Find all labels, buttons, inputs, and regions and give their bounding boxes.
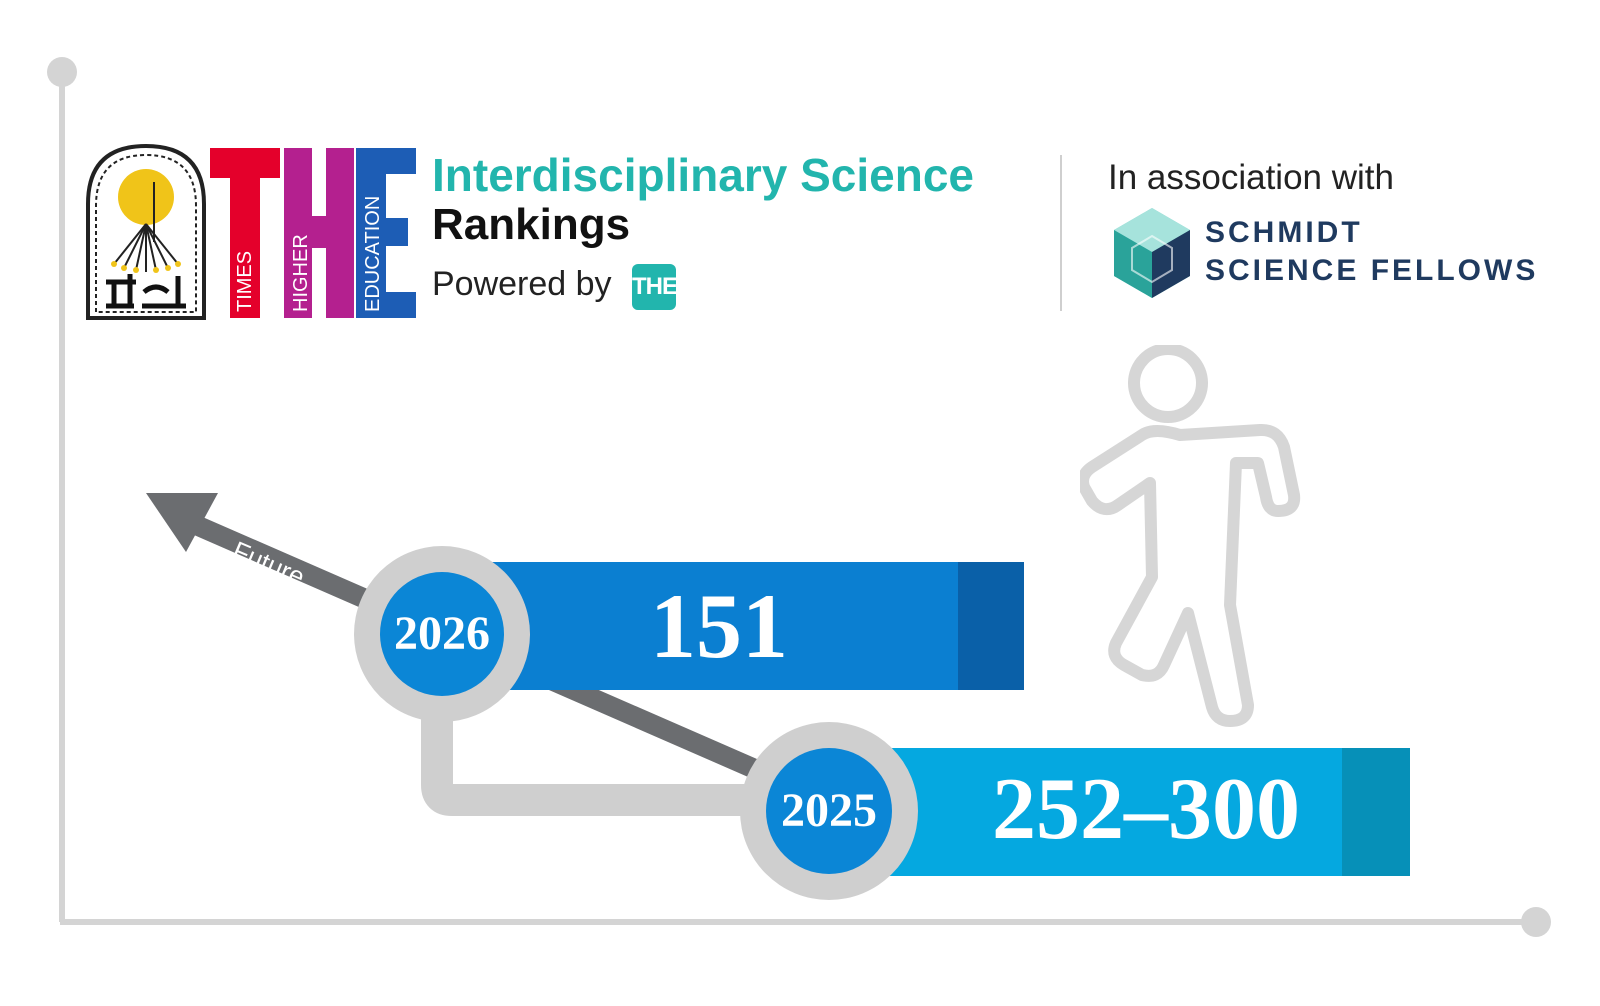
university-seal-icon (86, 143, 206, 320)
year-badge-2026: 2026 (380, 572, 504, 696)
the-letter-h (284, 148, 354, 318)
rank-bar-2026-cap (958, 562, 1024, 690)
rank-value-2025: 252–300 (992, 761, 1300, 858)
walking-person-icon (1080, 345, 1301, 727)
header-divider (1060, 155, 1062, 311)
year-badge-2025: 2025 (766, 748, 892, 874)
connector-path (421, 640, 760, 816)
hexagon-cube-logo-icon (1114, 208, 1190, 298)
partner-name-line1: SCHMIDT (1205, 216, 1363, 249)
partner-name-line2: SCIENCE FELLOWS (1205, 254, 1539, 287)
the-badge: THE (632, 264, 678, 310)
x-axis-end-dot (1521, 907, 1551, 937)
y-axis-end-dot (47, 57, 77, 87)
ranking-title-line2: Rankings (432, 200, 631, 249)
the-letter-e (356, 148, 416, 318)
ranking-title-line1: Interdisciplinary Science (432, 149, 975, 201)
rank-bar-2025: 252–300 (880, 748, 1342, 876)
rank-bar-2025-cap (1342, 748, 1410, 876)
powered-by-label: Powered by (432, 265, 612, 303)
arrow-up-left-icon (146, 493, 218, 552)
rank-bar-2026: 151 (480, 562, 958, 690)
the-letter-t (210, 148, 280, 318)
rank-value-2026: 151 (650, 575, 788, 677)
association-label: In association with (1108, 158, 1394, 197)
